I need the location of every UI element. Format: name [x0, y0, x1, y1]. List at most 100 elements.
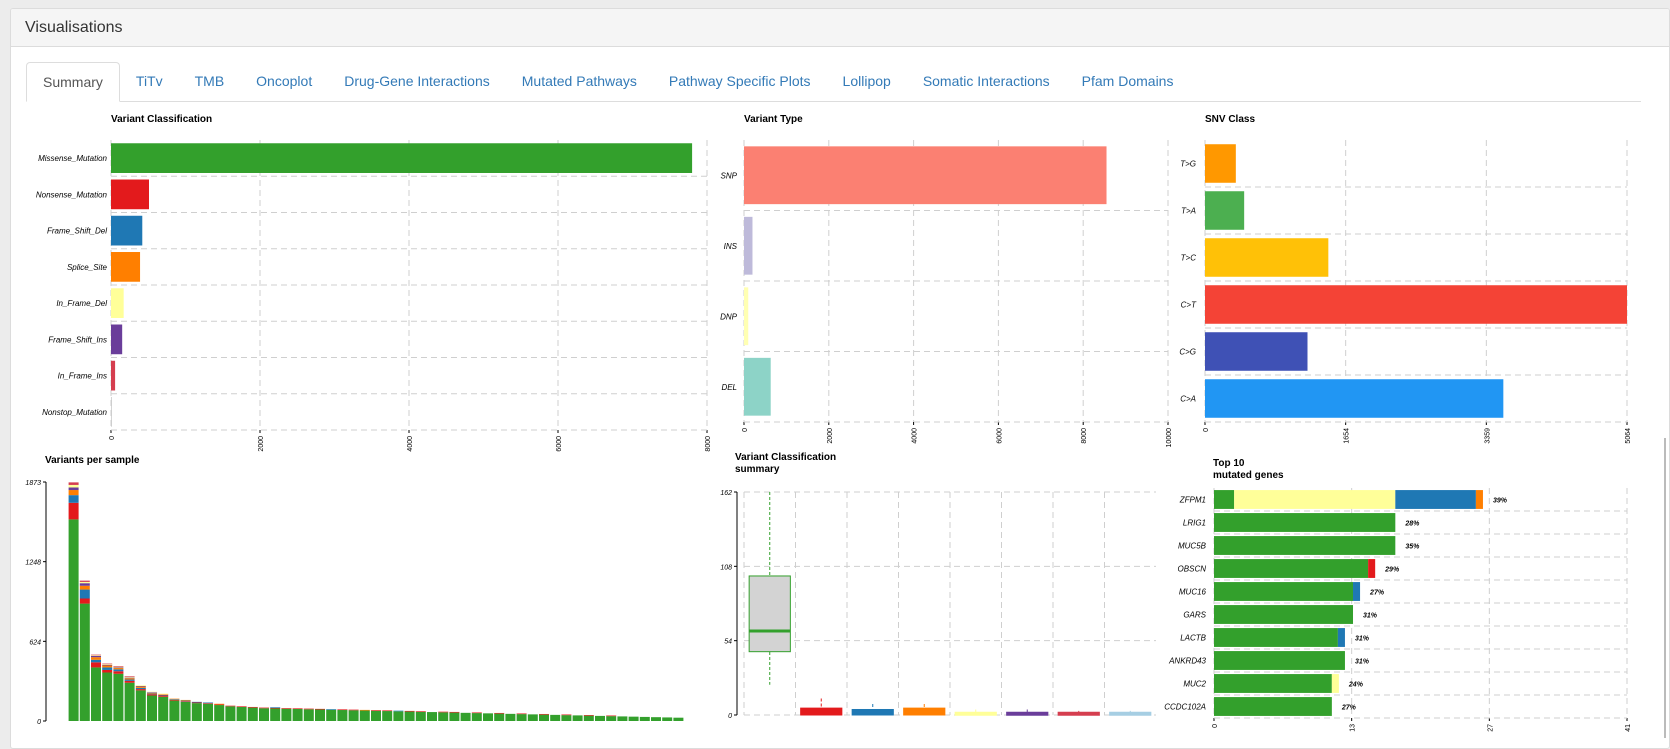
variant_classification-category-label: Frame_Shift_Ins	[48, 335, 107, 344]
sample-bar-segment	[135, 685, 146, 687]
sample-bar-segment	[113, 666, 124, 667]
variant_type-xtick-label: 6000	[996, 428, 1003, 444]
sample-bar-segment	[124, 679, 135, 681]
sample-bar-segment	[471, 712, 482, 714]
gene-percent-label: 24%	[1348, 682, 1364, 689]
sample-bar-segment	[214, 703, 225, 705]
gene-label: OBSCN	[1178, 565, 1207, 574]
gene-label: MUC16	[1179, 588, 1207, 597]
sample-bar-segment	[203, 703, 213, 721]
variant_classification-bar	[111, 252, 141, 282]
variants-per-sample-ytick-label: 1248	[25, 560, 41, 567]
sample-bar-segment	[147, 693, 157, 695]
gene-bar-segment	[1214, 513, 1396, 532]
sample-bar-segment	[247, 707, 258, 721]
sample-bar-segment	[135, 686, 146, 688]
scrollbar-track[interactable]	[1664, 438, 1666, 738]
sample-bar-segment	[203, 702, 213, 704]
sample-bar-segment	[673, 717, 684, 721]
sample-bar-segment	[483, 713, 493, 721]
variant_type-category-label: INS	[724, 242, 738, 251]
top10-xtick-label: 0	[1212, 724, 1219, 728]
gene-bar-segment	[1234, 490, 1396, 509]
variant_classification-bar	[111, 143, 693, 173]
gene-bar-segment	[1337, 628, 1345, 647]
vc-summary-ytick-label: 0	[728, 713, 732, 720]
snv_class-category-label: T>G	[1180, 160, 1196, 169]
variant_classification-category-label: Frame_Shift_Del	[47, 227, 107, 236]
sample-bar-segment	[135, 685, 146, 686]
sample-bar-segment	[628, 716, 639, 721]
snv_class-category-label: C>T	[1181, 301, 1197, 310]
variant_classification-xtick-label: 6000	[556, 436, 563, 452]
sample-bar-segment	[158, 695, 169, 697]
tab-titv[interactable]: TiTv	[135, 73, 163, 89]
sample-bar-segment	[415, 711, 426, 721]
tab-pfam-domains[interactable]: Pfam Domains	[1081, 73, 1174, 89]
sample-bar-segment	[516, 713, 527, 715]
sample-bar-segment	[79, 598, 90, 604]
gene-percent-label: 39%	[1493, 498, 1508, 505]
sample-bar-segment	[225, 705, 236, 707]
sample-bar-segment	[180, 699, 191, 701]
tab-summary[interactable]: Summary	[26, 62, 120, 102]
gene-bar-segment	[1214, 582, 1354, 601]
variants-per-sample-ytick-label: 0	[37, 719, 41, 726]
vc-summary-ytick-label: 108	[720, 564, 732, 571]
tab-mutated-pathways[interactable]: Mutated Pathways	[521, 73, 637, 89]
sample-bar-segment	[315, 708, 325, 710]
variant_classification-xtick-label: 0	[109, 436, 116, 440]
sample-bar-segment	[236, 706, 247, 721]
sample-bar-segment	[606, 716, 617, 721]
sample-bar-segment	[102, 664, 113, 665]
sample-bar-segment	[135, 690, 146, 721]
sample-bar-segment	[214, 705, 225, 721]
variant_classification-category-label: Nonstop_Mutation	[42, 408, 107, 417]
tab-somatic-interactions[interactable]: Somatic Interactions	[922, 73, 1050, 89]
variant_classification-category-label: Splice_Site	[67, 263, 108, 272]
sample-bar-segment	[315, 709, 325, 721]
snv_class-bar	[1205, 238, 1329, 277]
sample-bar-segment	[68, 519, 79, 721]
gene-bar-segment	[1395, 490, 1476, 509]
sample-bar-segment	[135, 687, 146, 690]
sample-bar-segment	[124, 676, 135, 677]
sample-bar-segment	[180, 700, 191, 702]
sample-bar-segment	[606, 715, 617, 717]
variant_classification-xtick-label: 2000	[258, 436, 265, 452]
sample-bar-segment	[102, 672, 113, 721]
tab-pathway-specific-plots[interactable]: Pathway Specific Plots	[668, 73, 811, 89]
tab-lollipop[interactable]: Lollipop	[842, 73, 891, 89]
sample-bar-segment	[527, 714, 538, 721]
variant_classification-bar	[111, 288, 124, 318]
tab-oncoplot[interactable]: Oncoplot	[256, 73, 313, 89]
sample-bar-segment	[158, 693, 169, 695]
sample-bar-segment	[281, 708, 292, 721]
sample-bar-segment	[303, 709, 314, 721]
sample-bar-segment	[102, 669, 113, 673]
sample-bar-segment	[359, 710, 370, 721]
tab-tmb[interactable]: TMB	[194, 73, 225, 89]
tab-drug-gene-interactions[interactable]: Drug-Gene Interactions	[344, 73, 490, 89]
sample-bar-segment	[247, 706, 258, 708]
sample-bar-segment	[68, 487, 79, 491]
gene-label: LACTB	[1180, 634, 1206, 643]
sample-bar-segment	[79, 581, 90, 584]
sample-bar-segment	[68, 502, 79, 520]
sample-bar-segment	[102, 663, 113, 665]
variant_type-xtick-label: 2000	[827, 428, 834, 444]
snv_class-xtick-label: 5064	[1625, 428, 1632, 444]
sample-bar-segment	[68, 490, 79, 496]
sample-bar-segment	[79, 583, 90, 586]
snv_class-xtick-label: 3359	[1484, 428, 1491, 444]
sample-bar-segment	[505, 713, 516, 721]
variant_type-bar	[744, 287, 749, 346]
sample-bar-segment	[135, 689, 146, 691]
sample-bar-segment	[113, 666, 124, 668]
top10-genes-title: Top 10	[1213, 458, 1245, 469]
sample-bar-segment	[561, 715, 572, 721]
sample-bar-segment	[270, 707, 281, 709]
gene-bar-segment	[1214, 490, 1235, 509]
variant_classification-xtick-label: 8000	[705, 436, 712, 452]
sample-bar-segment	[595, 715, 605, 721]
